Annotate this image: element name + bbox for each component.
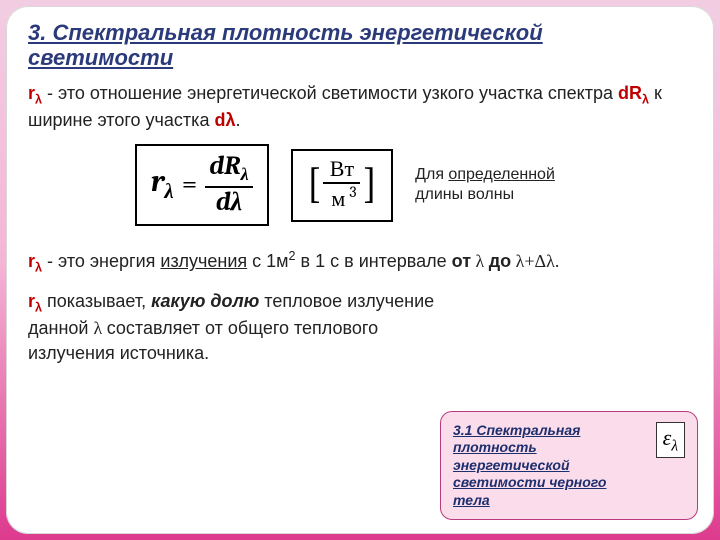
symbol-epsilon-lambda: ελ (656, 422, 685, 458)
formula-row: rλ = dRλ dλ [ Вт м3 ] Для опред (28, 144, 692, 226)
subsection-badge[interactable]: 3.1 Спектральная плотность энергетическо… (440, 411, 698, 521)
unit-box: [ Вт м3 ] (291, 149, 393, 222)
symbol-r-lambda: rλ (28, 251, 42, 271)
symbol-r-lambda: rλ (28, 291, 42, 311)
open-bracket-icon: [ (307, 165, 322, 203)
unit-fraction: Вт м3 (323, 157, 360, 212)
slide-card: 3. Спектральная плотность энергетической… (6, 6, 714, 534)
symbol-r-lambda: rλ (28, 83, 42, 103)
side-note: Для определенной длины волны (415, 165, 585, 205)
symbol-dR-lambda: dRλ (618, 83, 649, 103)
definition-3: rλ показывает, какую долю тепловое излуч… (28, 289, 458, 365)
section-title: 3. Спектральная плотность энергетической… (28, 20, 692, 71)
close-bracket-icon: ] (362, 165, 377, 203)
badge-title: 3.1 Спектральная плотность энергетическо… (453, 422, 646, 510)
formula-box: rλ = dRλ dλ (135, 144, 269, 226)
definition-1: rλ - это отношение энергетической светим… (28, 81, 692, 133)
equals-sign: = (182, 168, 198, 200)
formula-fraction: dRλ dλ (205, 152, 252, 216)
definition-2: rλ - это энергия излучения с 1м2 в 1 с в… (28, 248, 692, 277)
formula-lhs: rλ (151, 164, 174, 204)
symbol-d-lambda: dλ (214, 110, 235, 130)
